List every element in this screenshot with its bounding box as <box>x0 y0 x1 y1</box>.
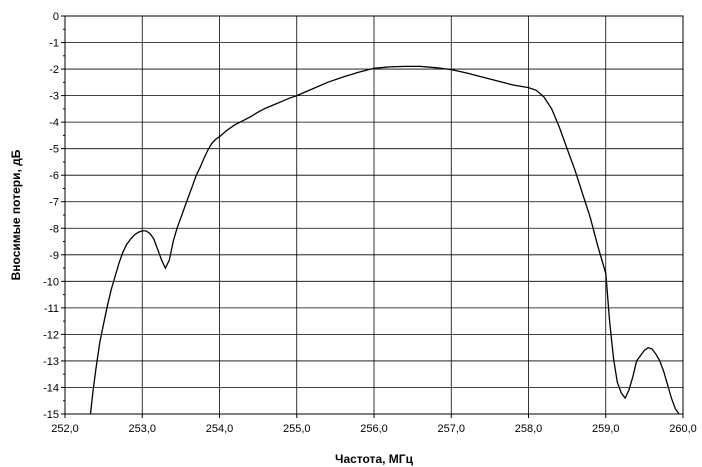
plot-frame <box>64 15 684 415</box>
y-tick-label: -11 <box>44 303 59 315</box>
x-tick-label: 257,0 <box>437 423 465 435</box>
y-tick-label: -6 <box>49 170 59 182</box>
y-tick-label: -3 <box>49 91 59 103</box>
y-tick-label: -1 <box>49 38 59 50</box>
y-tick-label: -2 <box>49 64 59 76</box>
y-tick-label: -12 <box>43 329 59 341</box>
y-tick-label: -14 <box>43 382 59 394</box>
x-tick-label: 253,0 <box>128 423 156 435</box>
y-tick-label: 0 <box>53 11 59 23</box>
y-tick-label: -7 <box>49 197 59 209</box>
grid-lines <box>65 16 683 414</box>
y-tick-label: -8 <box>49 223 59 235</box>
series-line <box>89 65 680 415</box>
y-tick-label: -9 <box>49 250 59 262</box>
y-tick-label: -10 <box>43 276 59 288</box>
x-tick-label: 254,0 <box>206 423 234 435</box>
y-tick-label: -4 <box>49 117 59 129</box>
y-axis-ticks: 0 -1 -2 -3 -4 -5 -6 -7 -8 -9 -10 -11 -12 -13 -14 -15 <box>43 11 65 421</box>
x-tick-label: 259,0 <box>592 423 620 435</box>
x-axis-title: Частота, МГц <box>335 452 414 466</box>
y-tick-label: -13 <box>43 356 59 368</box>
x-tick-label: 256,0 <box>360 423 388 435</box>
y-tick-label: -5 <box>49 144 59 156</box>
x-tick-label: 252,0 <box>51 423 79 435</box>
x-tick-label: 255,0 <box>283 423 311 435</box>
x-tick-label: 258,0 <box>515 423 543 435</box>
x-tick-label: 260,0 <box>669 423 697 435</box>
y-tick-label: -15 <box>43 409 59 421</box>
y-axis-title: Вносимые потери, дБ <box>9 149 23 280</box>
x-axis-ticks: 252,0 253,0 254,0 255,0 256,0 257,0 258,0 259,0… <box>51 414 697 435</box>
